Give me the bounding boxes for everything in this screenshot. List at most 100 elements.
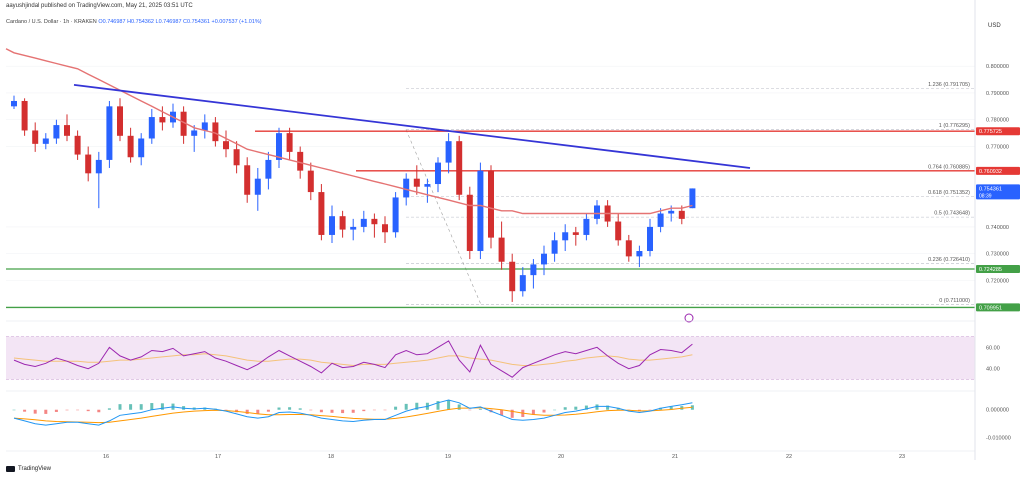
candle-body: [201, 122, 208, 131]
rsi-signal-line: [13, 353, 693, 367]
candle-body: [392, 197, 399, 233]
fib-label: 0.764 (0.760885): [928, 164, 970, 170]
macd-histogram-bar: [107, 408, 111, 410]
macd-histogram-bar: [584, 405, 588, 410]
price-tick-label: 0.740000: [986, 225, 1009, 231]
price-tick-label: 0.720000: [986, 278, 1009, 284]
macd-histogram-bar: [669, 406, 673, 410]
macd-histogram-bar: [319, 409, 323, 413]
macd-histogram-bar: [245, 409, 249, 414]
fib-label: 0 (0.711000): [939, 298, 970, 304]
level-price-tag: [976, 166, 1020, 175]
candle-body: [678, 210, 685, 219]
candle-body: [519, 275, 526, 292]
candle-body: [530, 264, 537, 276]
time-tick-label: 23: [899, 454, 905, 460]
price-tick-label: 0.770000: [986, 145, 1009, 151]
price-tick-label: 0.790000: [986, 91, 1009, 97]
candle-body: [85, 154, 92, 174]
rsi-tick-label: 40.00: [986, 367, 1000, 373]
currency-label: USD: [988, 23, 1001, 29]
macd-histogram-bar: [542, 409, 546, 413]
trendline[interactable]: [73, 84, 751, 169]
level-price-label: 0.775725: [979, 129, 1002, 135]
time-tick-label: 21: [672, 454, 678, 460]
macd-histogram-bar: [351, 409, 355, 413]
candle-body: [307, 170, 314, 193]
candle-body: [95, 159, 102, 174]
horizontal-levels[interactable]: [6, 130, 975, 323]
macd-histogram-bar: [97, 409, 101, 413]
candle-body: [318, 192, 325, 235]
fib-label: 1.236 (0.791705): [928, 82, 970, 88]
candle-body: [360, 218, 367, 227]
time-tick-label: 16: [103, 454, 109, 460]
candle-body: [21, 100, 28, 131]
candle-body: [424, 184, 431, 187]
macd-histogram-bar: [648, 409, 652, 411]
macd-histogram-bar: [309, 409, 313, 411]
tradingview-logo-icon: [6, 466, 15, 472]
time-tick-label: 22: [786, 454, 792, 460]
macd-histogram-bar: [288, 407, 292, 410]
macd-histogram-bar: [468, 409, 472, 411]
time-tick-label: 18: [328, 454, 334, 460]
candle-body: [562, 232, 569, 241]
candle-body: [466, 194, 473, 252]
macd-pane: [6, 390, 975, 426]
candle-body: [647, 226, 653, 252]
candle-body: [286, 133, 293, 152]
price-axis[interactable]: USD 0.800000 0.790000 0.780000 0.770000 0.740…: [974, 0, 1020, 460]
ohlc-values: O0.746987 H0.754362 L0.746987 C0.754361 …: [98, 19, 262, 25]
macd-histogram-bar: [563, 407, 567, 410]
candle-body: [138, 138, 145, 158]
macd-histogram-bar: [54, 409, 58, 412]
candle-body: [403, 178, 410, 198]
candle-body: [339, 216, 346, 230]
macd-histogram-bar: [383, 409, 387, 411]
candle-body: [572, 232, 579, 235]
candle-body: [668, 210, 675, 214]
macd-histogram-bar: [12, 409, 16, 411]
candle-body: [371, 218, 378, 225]
fib-label: 0.618 (0.751352): [928, 190, 970, 196]
fib-label: 0.236 (0.726410): [928, 257, 970, 263]
macd-histogram-bar: [160, 403, 164, 410]
level-price-label: 0.709951: [979, 305, 1002, 311]
candle-body: [456, 141, 463, 195]
fib-anchor-line: [405, 129, 482, 305]
macd-histogram-bar: [224, 409, 228, 411]
candle-body: [477, 170, 484, 252]
candle-body: [117, 106, 123, 136]
moving-average: [5, 48, 693, 215]
symbol-label[interactable]: Cardano / U.S. Dollar · 1h · KRAKEN: [6, 19, 97, 25]
macd-histogram-bar: [298, 408, 302, 410]
candle-body: [74, 135, 81, 155]
moving-average-line: [5, 48, 693, 215]
macd-signal-line: [13, 406, 693, 424]
candle-body: [191, 130, 198, 136]
price-tick-label: 0.800000: [986, 64, 1009, 70]
candle-body: [233, 149, 240, 166]
alert-icon: [684, 313, 694, 323]
macd-histogram-bar: [23, 409, 27, 412]
macd-histogram-bar: [372, 409, 376, 411]
candle-body: [350, 226, 357, 230]
candle-body: [223, 141, 229, 150]
macd-histogram-bar: [478, 408, 482, 410]
time-axis[interactable]: 16 17 18 19 20 21 22 23: [6, 450, 975, 460]
macd-histogram-bar: [118, 404, 122, 410]
level-price-label: 0.724285: [979, 267, 1002, 273]
tradingview-brand[interactable]: TradingView: [6, 466, 51, 472]
publish-line: aayushjindal published on TradingView.co…: [6, 3, 193, 9]
fib-label: 0.5 (0.743648): [934, 211, 970, 217]
level-price-tag: [976, 303, 1020, 312]
bearish-trendline: [73, 84, 751, 169]
macd-histogram-bar: [76, 409, 80, 411]
candle-body: [159, 117, 166, 123]
candle-body: [53, 125, 60, 139]
time-tick-label: 19: [445, 454, 451, 460]
macd-line: [13, 399, 693, 426]
fibonacci-levels: 1.236 (0.791705) 1 (0.776295) 0.764 (0.760…: [405, 82, 975, 305]
